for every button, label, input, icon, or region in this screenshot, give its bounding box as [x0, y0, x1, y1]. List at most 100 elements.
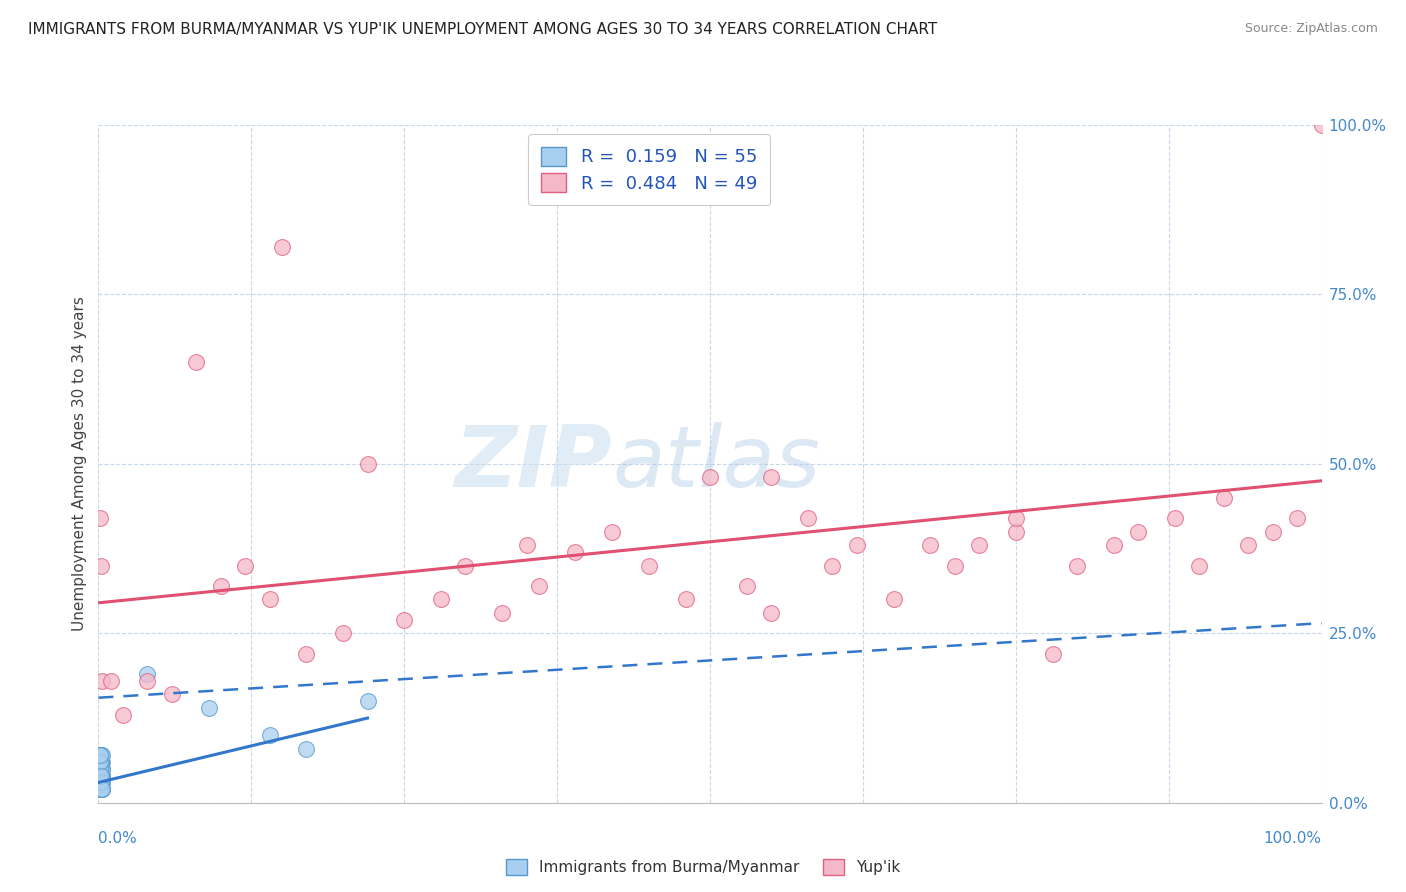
Point — [90, 775, 112, 789]
Point — [90, 782, 112, 797]
Point — [1261, 524, 1284, 539]
Point — [91, 769, 114, 783]
Point — [564, 545, 586, 559]
Point — [90, 748, 112, 763]
Point — [89, 511, 111, 525]
Point — [90, 748, 112, 763]
Point — [1286, 511, 1309, 525]
Point — [90, 558, 112, 573]
Point — [91, 762, 114, 776]
Point — [1188, 558, 1211, 573]
Point — [91, 673, 114, 688]
Point — [89, 769, 111, 783]
Point — [90, 769, 112, 783]
Point — [699, 470, 721, 484]
Point — [430, 592, 453, 607]
Point — [821, 558, 844, 573]
Point — [90, 762, 112, 776]
Point — [1212, 491, 1234, 505]
Point — [797, 511, 820, 525]
Legend: R =  0.159   N = 55, R =  0.484   N = 49: R = 0.159 N = 55, R = 0.484 N = 49 — [529, 134, 769, 205]
Point — [90, 769, 112, 783]
Point — [89, 769, 111, 783]
Point — [90, 755, 112, 769]
Point — [1004, 524, 1026, 539]
Point — [90, 762, 112, 776]
Point — [233, 558, 256, 573]
Point — [89, 748, 111, 763]
Point — [295, 647, 318, 661]
Point — [89, 748, 111, 763]
Point — [90, 782, 112, 797]
Point — [90, 775, 112, 789]
Point — [270, 240, 294, 254]
Text: 100.0%: 100.0% — [1264, 831, 1322, 847]
Point — [90, 782, 112, 797]
Point — [89, 755, 111, 769]
Point — [845, 538, 868, 552]
Point — [186, 355, 208, 369]
Point — [89, 782, 111, 797]
Point — [356, 457, 378, 471]
Point — [90, 762, 112, 776]
Point — [527, 579, 550, 593]
Point — [89, 748, 111, 763]
Point — [1128, 524, 1150, 539]
Point — [883, 592, 905, 607]
Point — [1164, 511, 1187, 525]
Point — [515, 538, 537, 552]
Point — [259, 592, 281, 607]
Point — [91, 782, 114, 797]
Y-axis label: Unemployment Among Ages 30 to 34 years: Unemployment Among Ages 30 to 34 years — [72, 296, 87, 632]
Point — [90, 748, 112, 763]
Point — [91, 775, 114, 789]
Point — [136, 667, 159, 681]
Point — [89, 755, 111, 769]
Point — [100, 673, 122, 688]
Point — [90, 755, 112, 769]
Point — [90, 782, 112, 797]
Point — [89, 769, 111, 783]
Point — [111, 707, 134, 722]
Point — [91, 782, 114, 797]
Point — [89, 762, 111, 776]
Text: IMMIGRANTS FROM BURMA/MYANMAR VS YUP'IK UNEMPLOYMENT AMONG AGES 30 TO 34 YEARS C: IMMIGRANTS FROM BURMA/MYANMAR VS YUP'IK … — [28, 22, 938, 37]
Point — [91, 755, 114, 769]
Point — [1102, 538, 1125, 552]
Point — [356, 694, 378, 708]
Point — [89, 755, 111, 769]
Point — [761, 606, 783, 620]
Point — [90, 775, 112, 789]
Point — [91, 775, 114, 789]
Point — [1042, 647, 1064, 661]
Point — [638, 558, 661, 573]
Point — [89, 769, 111, 783]
Point — [295, 741, 318, 756]
Point — [197, 701, 219, 715]
Text: ZIP: ZIP — [454, 422, 612, 506]
Point — [91, 769, 114, 783]
Point — [454, 558, 477, 573]
Point — [259, 728, 281, 742]
Point — [1237, 538, 1260, 552]
Point — [920, 538, 942, 552]
Point — [89, 748, 111, 763]
Point — [89, 755, 111, 769]
Point — [1004, 511, 1026, 525]
Point — [735, 579, 758, 593]
Point — [1310, 118, 1333, 132]
Point — [332, 626, 354, 640]
Point — [89, 775, 111, 789]
Point — [761, 470, 783, 484]
Point — [91, 782, 114, 797]
Point — [91, 762, 114, 776]
Point — [136, 673, 159, 688]
Point — [90, 775, 112, 789]
Point — [89, 762, 111, 776]
Point — [943, 558, 966, 573]
Text: 0.0%: 0.0% — [98, 831, 138, 847]
Point — [90, 775, 112, 789]
Legend: Immigrants from Burma/Myanmar, Yup'ik: Immigrants from Burma/Myanmar, Yup'ik — [501, 855, 905, 880]
Point — [89, 762, 111, 776]
Point — [967, 538, 990, 552]
